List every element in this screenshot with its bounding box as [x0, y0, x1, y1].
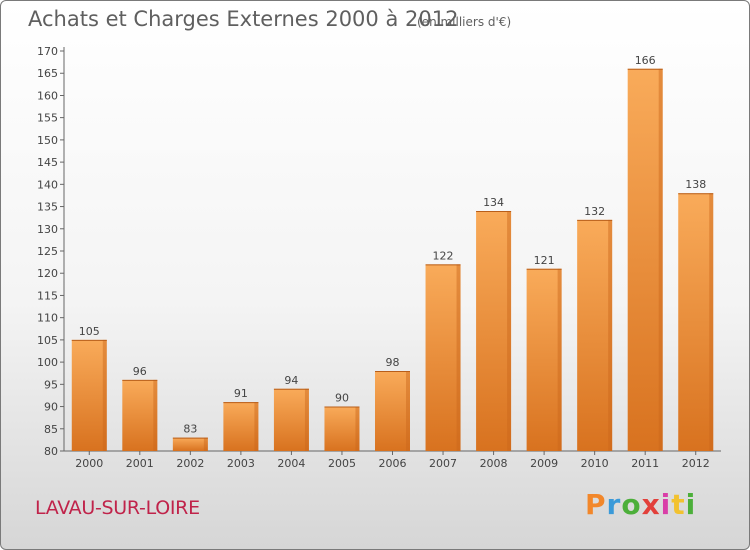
x-tick-label-2001: 2001: [126, 457, 154, 470]
x-tick-label-2002: 2002: [176, 457, 204, 470]
bar-shade: [304, 388, 309, 451]
x-tick-label-2003: 2003: [227, 457, 255, 470]
bar-shade: [658, 68, 663, 452]
y-tick-label: 165: [37, 67, 58, 80]
x-tick-label-2006: 2006: [379, 457, 407, 470]
y-tick-label: 145: [37, 156, 58, 169]
data-label-2002: 83: [183, 423, 197, 436]
y-tick-label: 115: [37, 289, 58, 302]
y-tick-label: 135: [37, 201, 58, 214]
brand-letter: r: [606, 488, 622, 521]
y-tick-label: 140: [37, 178, 58, 191]
bar-2008: [476, 211, 512, 451]
bar-shade: [203, 437, 208, 451]
bar-shade: [355, 406, 360, 451]
data-label-2012: 138: [685, 178, 706, 191]
commune-name: LAVAU-SUR-LOIRE: [35, 497, 200, 519]
y-tick-label: 150: [37, 134, 58, 147]
y-tick-label: 170: [37, 45, 58, 58]
bar-shade: [557, 268, 562, 451]
y-tick-label: 90: [44, 401, 58, 414]
data-label-2010: 132: [584, 205, 605, 218]
data-label-2005: 90: [335, 392, 349, 405]
data-label-2001: 96: [133, 365, 147, 378]
bar-2003: [223, 402, 259, 451]
y-tick-label: 95: [44, 378, 58, 391]
data-label-2007: 122: [433, 249, 454, 262]
y-tick-label: 155: [37, 112, 58, 125]
x-tick-label-2008: 2008: [480, 457, 508, 470]
bar-2005: [324, 406, 360, 451]
bar-2000: [71, 339, 107, 451]
x-tick-label-2000: 2000: [75, 457, 103, 470]
y-tick-label: 85: [44, 423, 58, 436]
x-tick-label-2007: 2007: [429, 457, 457, 470]
bar-2001: [122, 379, 158, 451]
y-tick-label: 125: [37, 245, 58, 258]
brand-letter: t: [671, 488, 686, 521]
chart-axes: 80 85 90 95 100 105 110 115 120 125 130 135 140 145 15…: [37, 45, 721, 458]
bar-shade: [254, 402, 259, 451]
x-tick-label-2009: 2009: [530, 457, 558, 470]
brand-letter: o: [621, 488, 642, 521]
y-tick-label: 160: [37, 89, 58, 102]
y-tick-label: 130: [37, 223, 58, 236]
data-label-2009: 121: [534, 254, 555, 267]
data-label-2011: 166: [635, 54, 656, 67]
y-tick-label: 110: [37, 312, 58, 325]
chart-bars: [71, 68, 714, 452]
data-label-2006: 98: [386, 356, 400, 369]
y-tick-label: 120: [37, 267, 58, 280]
bar-shade: [153, 379, 158, 451]
bar-shade: [608, 219, 613, 451]
data-label-2003: 91: [234, 387, 248, 400]
data-label-2000: 105: [79, 325, 100, 338]
bar-shade: [709, 193, 714, 451]
bar-2012: [678, 193, 714, 451]
bar-2007: [425, 264, 461, 451]
x-tick-label-2005: 2005: [328, 457, 356, 470]
data-label-2004: 94: [284, 374, 298, 387]
brand-letter: x: [641, 488, 661, 521]
chart-subtitle: (en milliers d'€): [417, 15, 512, 29]
brand-logo: Proxiti: [585, 488, 696, 521]
bar-shade: [507, 211, 512, 451]
bar-2010: [577, 219, 613, 451]
brand-letter: i: [685, 488, 697, 521]
y-tick-label: 100: [37, 356, 58, 369]
chart-labels: 105 2000 96 2001 83 2002 91 2003 94 2004 90 2005 98 2…: [75, 54, 709, 470]
bar-2011: [627, 68, 663, 452]
y-tick-label: 105: [37, 334, 58, 347]
bar-2006: [375, 371, 410, 451]
brand-letter: i: [660, 488, 672, 521]
bar-shade: [102, 339, 107, 451]
x-tick-label-2004: 2004: [277, 457, 305, 470]
bar-2002: [172, 437, 208, 451]
x-tick-label-2010: 2010: [581, 457, 609, 470]
brand-letter: P: [585, 488, 607, 521]
bar-2009: [526, 268, 562, 451]
x-tick-label-2011: 2011: [631, 457, 659, 470]
chart-title: Achats et Charges Externes 2000 à 2012: [28, 7, 459, 31]
bar-shade: [406, 371, 410, 451]
y-tick-label: 80: [44, 445, 58, 458]
x-tick-label-2012: 2012: [682, 457, 710, 470]
bar-2004: [273, 388, 309, 451]
bar-shade: [456, 264, 461, 451]
data-label-2008: 134: [483, 196, 504, 209]
